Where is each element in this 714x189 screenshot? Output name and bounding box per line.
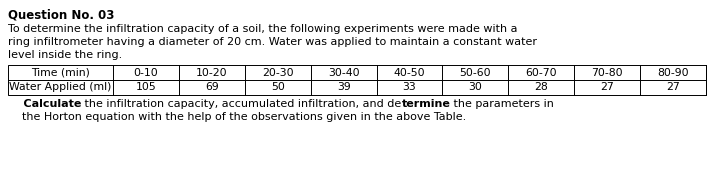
Text: 40-50: 40-50 — [393, 67, 426, 77]
Text: 50: 50 — [271, 83, 285, 92]
Text: 60-70: 60-70 — [526, 67, 557, 77]
Text: 27: 27 — [600, 83, 614, 92]
Text: 10-20: 10-20 — [196, 67, 228, 77]
Text: the Horton equation with the help of the observations given in the above Table.: the Horton equation with the help of the… — [8, 112, 466, 122]
Text: 27: 27 — [666, 83, 680, 92]
Text: To determine the infiltration capacity of a soil, the following experiments were: To determine the infiltration capacity o… — [8, 25, 518, 35]
Text: 28: 28 — [534, 83, 548, 92]
Text: 39: 39 — [337, 83, 351, 92]
Text: 69: 69 — [205, 83, 218, 92]
Text: level inside the ring.: level inside the ring. — [8, 50, 122, 60]
Text: the parameters in: the parameters in — [451, 99, 554, 109]
Text: ring infiltrometer having a diameter of 20 cm. Water was applied to maintain a c: ring infiltrometer having a diameter of … — [8, 37, 537, 47]
Text: 70-80: 70-80 — [591, 67, 623, 77]
Text: Question No. 03: Question No. 03 — [8, 8, 114, 21]
Text: Water Applied (ml): Water Applied (ml) — [9, 83, 111, 92]
Text: Calculate: Calculate — [8, 99, 81, 109]
Text: 30: 30 — [468, 83, 483, 92]
Text: 30-40: 30-40 — [328, 67, 359, 77]
Text: 105: 105 — [136, 83, 156, 92]
Text: 80-90: 80-90 — [658, 67, 689, 77]
Text: 33: 33 — [403, 83, 416, 92]
Text: 20-30: 20-30 — [262, 67, 293, 77]
Text: 50-60: 50-60 — [460, 67, 491, 77]
Text: the infiltration capacity, accumulated infiltration, and de: the infiltration capacity, accumulated i… — [81, 99, 401, 109]
Text: 0-10: 0-10 — [134, 67, 159, 77]
Text: Time (min): Time (min) — [31, 67, 90, 77]
Text: termine: termine — [401, 99, 451, 109]
Bar — [8, 65, 706, 95]
